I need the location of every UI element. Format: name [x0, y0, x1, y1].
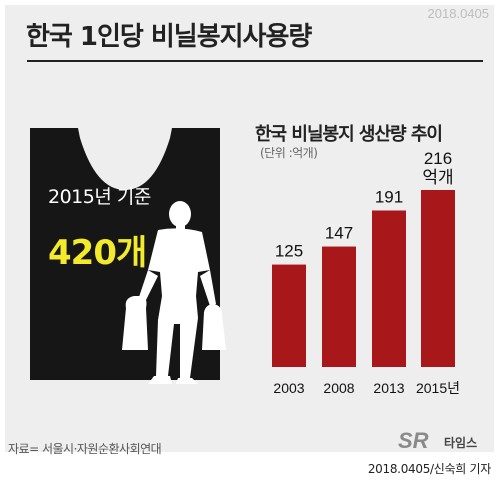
bar-value-unit-label: 억개 [422, 168, 453, 187]
bag-year-label: 2015년 기준 [48, 186, 151, 208]
date-stamp: 2018.0405 [427, 6, 489, 21]
category-label: 2013 [373, 380, 404, 396]
source-note: 자료= 서울시·자원순환사회연대 [8, 442, 162, 456]
logo-text: 타임스 [444, 436, 478, 450]
title-divider [27, 60, 483, 62]
person-carrying-bags-icon [122, 201, 226, 384]
logo-mark: SR [398, 428, 429, 452]
category-label: 2003 [273, 380, 304, 396]
bar-2008 [322, 246, 356, 367]
bar-2013 [372, 210, 406, 367]
bar-value-label: 125 [275, 242, 303, 261]
bag-value-label: 420개 [48, 233, 147, 273]
credit-line: 2018.0405/신숙희 기자 [367, 462, 491, 476]
chart-title: 한국 비닐봉지 생산량 추이 [255, 124, 443, 145]
category-label: 2008 [323, 380, 354, 396]
bar-value-label: 147 [325, 224, 353, 243]
bar-2003 [272, 264, 306, 367]
main-title: 한국 1인당 비닐봉지사용량 [26, 22, 312, 52]
bar-2015년 [421, 190, 455, 367]
chart-unit-label: (단위 :억개) [260, 146, 318, 160]
bar-value-label: 216 [424, 149, 452, 168]
sr-times-logo-icon: SR [398, 428, 429, 452]
bar-value-label: 191 [375, 187, 403, 206]
category-label: 2015년 [416, 380, 460, 396]
